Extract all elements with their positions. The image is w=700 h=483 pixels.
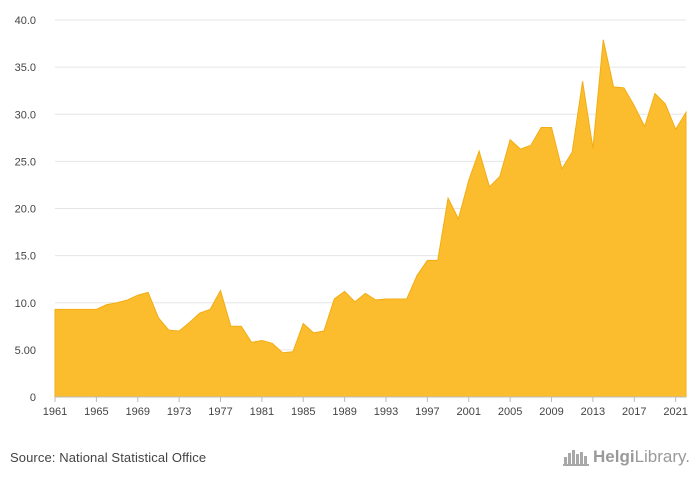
y-tick-label: 15.0 xyxy=(15,251,36,263)
x-tick-label: 1969 xyxy=(126,406,150,418)
x-tick-label: 2017 xyxy=(622,406,646,418)
y-tick-label: 10.0 xyxy=(15,298,36,310)
logo-suffix: Library. xyxy=(634,447,690,466)
x-tick-label: 1981 xyxy=(250,406,274,418)
logo-name: Helgi xyxy=(593,447,635,466)
source-note: Source: National Statistical Office xyxy=(10,450,207,465)
x-axis-ticks: 1961 1965 1969 1973 1977 1981 1985 1989 1993 1997… xyxy=(43,397,688,418)
helgi-library-logo[interactable]: HelgiLibrary. xyxy=(563,447,690,467)
x-tick-label: 1961 xyxy=(43,406,67,418)
x-tick-label: 1989 xyxy=(332,406,356,418)
y-axis-ticks: 0 5.00 10.0 15.0 20.0 25.0 30.0 35.0 40.0 xyxy=(15,15,36,404)
x-tick-label: 1993 xyxy=(374,406,398,418)
series-area xyxy=(54,39,687,398)
x-tick-label: 2009 xyxy=(539,406,563,418)
x-tick-label: 1997 xyxy=(415,406,439,418)
x-tick-label: 1985 xyxy=(291,406,315,418)
x-tick-label: 1965 xyxy=(84,406,108,418)
y-tick-label: 40.0 xyxy=(15,15,36,27)
y-tick-label: 5.00 xyxy=(15,345,36,357)
x-tick-label: 2001 xyxy=(457,406,481,418)
grid-lines xyxy=(55,19,686,351)
y-tick-label: 0 xyxy=(30,392,36,404)
y-tick-label: 20.0 xyxy=(15,204,36,216)
y-tick-label: 30.0 xyxy=(15,109,36,121)
x-tick-label: 1973 xyxy=(167,406,191,418)
y-tick-label: 35.0 xyxy=(15,62,36,74)
city-skyline-icon xyxy=(563,450,589,466)
y-tick-label: 25.0 xyxy=(15,156,36,168)
x-tick-label: 2021 xyxy=(663,406,687,418)
x-tick-label: 1977 xyxy=(208,406,232,418)
x-tick-label: 2005 xyxy=(498,406,522,418)
x-tick-label: 2013 xyxy=(581,406,605,418)
